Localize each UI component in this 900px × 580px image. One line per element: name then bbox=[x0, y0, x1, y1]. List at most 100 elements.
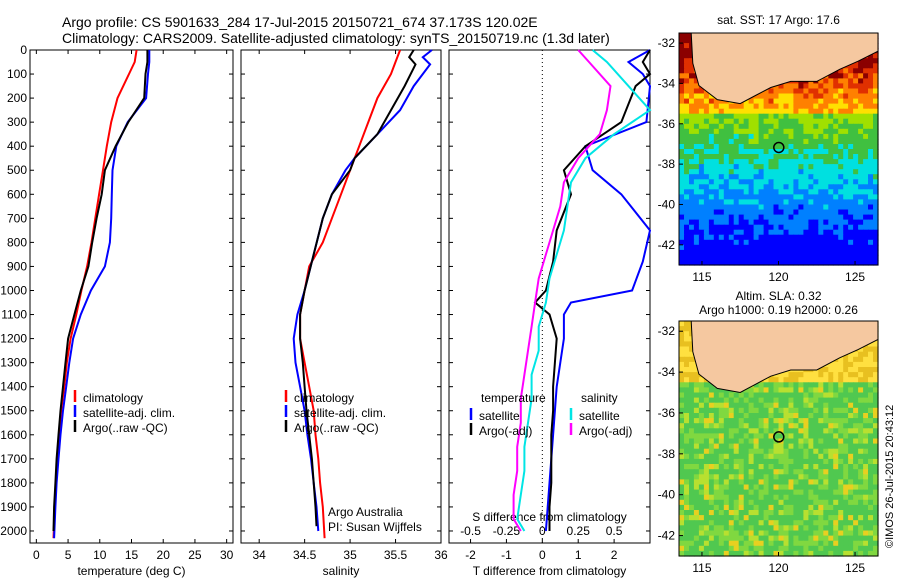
sst_map-cell bbox=[698, 184, 705, 190]
sst_map-cell bbox=[783, 93, 790, 100]
sla_map-cell bbox=[733, 392, 740, 399]
sst_map-cell bbox=[833, 249, 839, 256]
sst_map-cell bbox=[693, 184, 700, 190]
sst_map-cell bbox=[873, 144, 879, 150]
sst_map-cell bbox=[803, 144, 809, 150]
sla_map-cell bbox=[803, 377, 809, 383]
sla_map-cell bbox=[868, 402, 874, 409]
sst_map-cell bbox=[738, 164, 745, 170]
sst_map-cell bbox=[793, 239, 799, 246]
sst_map-cell bbox=[863, 73, 869, 79]
sst_map-cell bbox=[788, 234, 795, 241]
sla_map-cell bbox=[863, 474, 869, 480]
sla_map-cell bbox=[828, 484, 834, 491]
sst_map-cell bbox=[783, 209, 790, 216]
sla_map-cell bbox=[813, 448, 819, 455]
sst_map-cell bbox=[828, 83, 834, 89]
sla_map-cell bbox=[718, 515, 725, 521]
map-xtick-label: 120 bbox=[768, 561, 788, 575]
sst_map-cell bbox=[684, 78, 690, 84]
sst_map-cell bbox=[818, 199, 824, 205]
sst_map-cell bbox=[843, 113, 849, 120]
sla_map-cell bbox=[693, 489, 700, 496]
sst_map-cell bbox=[758, 214, 765, 221]
sst_map-cell bbox=[773, 174, 780, 180]
sst_map-cell bbox=[708, 224, 715, 231]
sst_map-cell bbox=[848, 103, 854, 110]
map-xtick-label: 115 bbox=[692, 561, 711, 575]
sla_map-cell bbox=[818, 433, 824, 440]
sla_map-cell bbox=[853, 464, 859, 470]
sla_map-cell bbox=[848, 469, 854, 475]
sst_map-cell bbox=[679, 260, 685, 266]
sst_map-cell bbox=[838, 149, 844, 155]
sla_map-cell bbox=[843, 484, 849, 491]
sst_map-cell bbox=[798, 194, 804, 200]
sla_map-cell bbox=[718, 474, 725, 480]
sst_map-cell bbox=[793, 254, 799, 261]
sst_map-cell bbox=[863, 58, 869, 64]
sla_map-cell bbox=[718, 407, 725, 414]
sla_map-cell bbox=[713, 545, 720, 552]
sla_map-cell bbox=[684, 402, 690, 409]
sla_map-cell bbox=[698, 453, 705, 460]
sst_map-cell bbox=[818, 108, 824, 115]
difference-legend-label: satellite bbox=[479, 409, 520, 423]
sst_map-cell bbox=[689, 199, 695, 205]
sla_map-cell bbox=[813, 377, 819, 383]
sla_map-cell bbox=[758, 535, 765, 542]
sla_map-cell bbox=[768, 550, 775, 557]
sst_map-cell bbox=[684, 123, 690, 130]
sst_map-cell bbox=[828, 138, 834, 145]
sla_map-cell bbox=[693, 387, 700, 394]
sla_map-cell bbox=[843, 545, 849, 552]
sla_map-cell bbox=[868, 494, 874, 501]
sla_map-cell bbox=[684, 530, 690, 537]
sst_map-cell bbox=[828, 164, 834, 170]
sst_map-cell bbox=[753, 229, 760, 236]
sla_map-cell bbox=[708, 499, 715, 506]
sst_map-cell bbox=[788, 93, 795, 100]
sst_map-cell bbox=[833, 108, 839, 115]
sla_map-cell bbox=[768, 387, 775, 394]
sla_map-cell bbox=[763, 387, 770, 394]
sst_map-cell bbox=[698, 219, 705, 226]
difference-xlabel: T difference from climatology bbox=[473, 564, 627, 578]
sst_map-cell bbox=[698, 204, 705, 211]
sst_map-cell bbox=[748, 98, 755, 105]
sst_map-cell bbox=[679, 159, 685, 165]
sla_map-cell bbox=[818, 464, 824, 470]
sla_map-cell bbox=[679, 540, 685, 547]
sla_map-cell bbox=[853, 356, 859, 363]
sst_map-cell bbox=[723, 118, 730, 125]
sst_map-cell bbox=[813, 249, 819, 256]
sst_map-cell bbox=[823, 254, 829, 261]
sst_map-cell bbox=[813, 88, 819, 95]
sla_map-cell bbox=[748, 428, 755, 434]
sla_map-cell bbox=[793, 397, 799, 404]
sla_map-cell bbox=[848, 418, 854, 424]
sst_map-cell bbox=[713, 169, 720, 175]
sst_map-cell bbox=[689, 103, 695, 110]
sla_map-cell bbox=[713, 540, 720, 547]
sst_map-cell bbox=[684, 234, 690, 241]
sla_map-cell bbox=[853, 484, 859, 491]
sla_map-cell bbox=[718, 479, 725, 486]
sst_map-cell bbox=[783, 229, 790, 236]
sla_map-cell bbox=[868, 361, 874, 368]
sst_map-cell bbox=[873, 229, 879, 236]
sla_map-cell bbox=[778, 382, 785, 388]
sst_map-cell bbox=[728, 113, 735, 120]
sla_map-cell bbox=[763, 433, 770, 440]
sla_map-cell bbox=[773, 474, 780, 480]
sla_map-cell bbox=[763, 448, 770, 455]
sst_map-cell bbox=[738, 149, 745, 155]
sst_map-cell bbox=[763, 169, 770, 175]
sst_map-cell bbox=[753, 184, 760, 190]
sla_map-cell bbox=[758, 443, 765, 450]
sla_map-cell bbox=[713, 453, 720, 460]
sst_map-cell bbox=[788, 219, 795, 226]
sla_map-cell bbox=[823, 438, 829, 445]
sst_map-cell bbox=[873, 189, 879, 195]
sst_map-cell bbox=[833, 260, 839, 266]
